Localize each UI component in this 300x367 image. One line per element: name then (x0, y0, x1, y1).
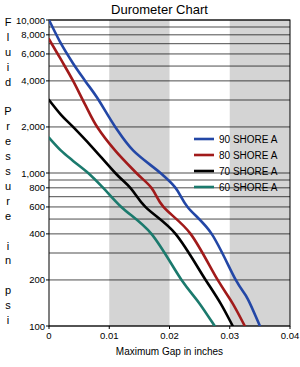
y-tick-label: 8,000 (21, 29, 45, 40)
y-tick-label: 4,000 (21, 75, 45, 86)
y-axis-label: Fluid Pressure in psi (4, 16, 11, 326)
legend-label: 90 SHORE A (219, 134, 278, 145)
plot-frame (49, 20, 290, 326)
minor-grid-line (49, 66, 290, 67)
chart: 10,000 8,000 6,000 4,000 2,000 1,000 800 600 400… (0, 0, 300, 367)
y-tick (46, 20, 49, 21)
y-axis-label-letter: r (6, 120, 10, 132)
x-tick (49, 326, 50, 329)
y-axis-label-letter: u (5, 180, 11, 192)
minor-grid-line (49, 196, 290, 197)
y-axis-label-letter: s (5, 150, 11, 162)
y-tick (46, 34, 49, 35)
grid-line (49, 233, 290, 234)
x-tick-label: 0.01 (100, 330, 119, 341)
y-tick (46, 80, 49, 81)
x-tick (169, 326, 170, 329)
x-tick (290, 326, 291, 329)
series-line (49, 39, 245, 326)
y-axis-label-letter: P (4, 105, 11, 117)
y-tick (46, 206, 49, 207)
legend-label: 80 SHORE A (219, 150, 278, 161)
y-tick (46, 233, 49, 234)
y-tick (46, 187, 49, 188)
minor-grid-line (49, 253, 290, 254)
plot-area (49, 20, 290, 326)
y-axis-label-letter (6, 91, 9, 103)
y-tick (46, 126, 49, 127)
y-axis-label-letter: n (5, 254, 11, 266)
y-axis-label-letter: i (7, 61, 9, 73)
series-line (49, 138, 215, 326)
y-axis-label-letter: u (5, 46, 11, 58)
y-tick-label: 100 (29, 321, 45, 332)
y-axis-label-letter: F (5, 16, 12, 28)
y-axis-label-letter: i (7, 240, 9, 252)
y-axis-label-letter (6, 269, 9, 281)
x-tick-label: 0.03 (221, 330, 240, 341)
legend-swatch (194, 186, 214, 189)
x-tick (229, 326, 230, 329)
y-tick-label: 1,000 (21, 168, 45, 179)
grid-line (49, 126, 290, 127)
y-tick-label: 10,000 (16, 15, 45, 26)
y-tick-label: 400 (29, 228, 45, 239)
y-axis-label-letter: i (7, 314, 9, 326)
minor-grid-line (49, 27, 290, 28)
legend-swatch (194, 138, 214, 141)
y-tick (46, 173, 49, 174)
grid-line (49, 53, 290, 54)
minor-grid-line (49, 100, 290, 101)
y-axis-label-letter: r (6, 195, 10, 207)
legend-swatch (194, 154, 214, 157)
legend-label: 70 SHORE A (219, 166, 278, 177)
x-tick (109, 326, 110, 329)
y-axis-label-letter: e (5, 210, 11, 222)
y-tick-label: 800 (29, 182, 45, 193)
x-tick-label: 0.04 (281, 330, 300, 341)
y-tick-label: 6,000 (21, 48, 45, 59)
y-axis-label-letter (6, 225, 9, 237)
y-tick (46, 53, 49, 54)
title: Durometer Chart (111, 2, 208, 17)
x-axis-label: Maximum Gap in inches (116, 346, 223, 357)
y-tick-label: 2,000 (21, 121, 45, 132)
grid-line (49, 34, 290, 35)
x-tick-label: 0.02 (160, 330, 179, 341)
y-axis-label-letter: s (5, 299, 11, 311)
minor-grid-line (49, 43, 290, 44)
y-tick (46, 279, 49, 280)
series-line (49, 100, 233, 326)
y-axis-label-letter: p (5, 284, 11, 296)
grid-line (49, 279, 290, 280)
y-axis-label-letter: s (5, 165, 11, 177)
legend-label: 60 SHORE A (219, 182, 278, 193)
legend: 90 SHORE A 80 SHORE A 70 SHORE A 60 SHORE A (194, 134, 278, 193)
y-axis-label-letter: l (7, 31, 9, 43)
y-axis-label-letter: d (5, 76, 11, 88)
x-tick-label: 0 (46, 330, 51, 341)
minor-grid-line (49, 219, 290, 220)
y-tick-label: 600 (29, 201, 45, 212)
y-tick-label: 200 (29, 274, 45, 285)
legend-swatch (194, 170, 214, 173)
grid-line (49, 206, 290, 207)
y-axis-label-letter: e (5, 135, 11, 147)
